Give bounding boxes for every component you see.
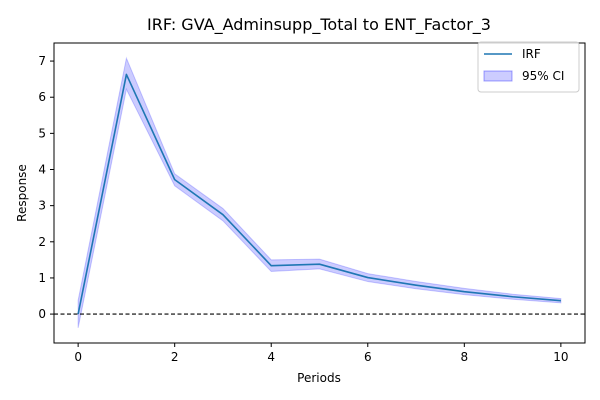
chart-title: IRF: GVA_Adminsupp_Total to ENT_Factor_3 [147, 15, 491, 35]
x-tick-label: 6 [364, 350, 372, 364]
y-tick-label: 7 [38, 54, 46, 68]
confidence-band-layer [77, 56, 562, 328]
x-axis-label: Periods [297, 371, 341, 385]
axes-layer [53, 42, 586, 344]
series-line-layer [77, 73, 561, 315]
y-tick-label: 0 [38, 307, 46, 321]
legend-label-ci: 95% CI [522, 69, 564, 83]
y-tick-label: 5 [38, 126, 46, 140]
y-axis-label: Response [15, 164, 29, 222]
x-tick-label: 0 [74, 350, 82, 364]
y-tick-label: 4 [38, 163, 46, 177]
legend-label-irf: IRF [522, 47, 541, 61]
y-tick-label: 2 [38, 235, 46, 249]
x-tick-label: 10 [553, 350, 568, 364]
x-tick-label: 8 [460, 350, 468, 364]
x-tick-label: 4 [267, 350, 275, 364]
y-tick-label: 1 [38, 271, 46, 285]
plot-frame [53, 42, 586, 344]
legend-swatch-ci [483, 70, 513, 82]
confidence-band-area [77, 56, 562, 328]
legend: IRF 95% CI [477, 41, 580, 93]
y-tick-label: 3 [38, 199, 46, 213]
ticks-layer: 0 2 4 6 8 10 0 1 2 3 4 5 6 7 [38, 54, 568, 364]
irf-series-line [77, 73, 561, 315]
y-tick-label: 6 [38, 90, 46, 104]
x-tick-label: 2 [171, 350, 179, 364]
